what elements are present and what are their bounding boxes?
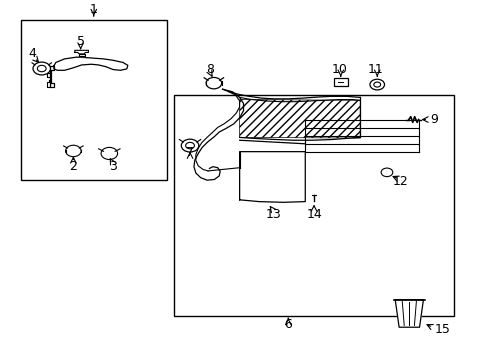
Circle shape — [33, 62, 50, 75]
Bar — [174, 95, 453, 316]
Circle shape — [369, 79, 384, 90]
Text: 3: 3 — [109, 160, 117, 173]
Bar — [333, 78, 347, 86]
Circle shape — [380, 168, 392, 177]
Text: 9: 9 — [429, 113, 437, 126]
Polygon shape — [47, 73, 50, 77]
Polygon shape — [79, 54, 84, 56]
Text: 5: 5 — [77, 35, 84, 48]
Text: 10: 10 — [331, 63, 346, 76]
Circle shape — [65, 145, 81, 157]
Text: 6: 6 — [284, 318, 292, 331]
Polygon shape — [394, 300, 423, 327]
Circle shape — [101, 147, 117, 159]
Text: 13: 13 — [265, 208, 281, 221]
Bar — [21, 20, 166, 180]
Polygon shape — [54, 57, 127, 70]
Text: 4: 4 — [28, 47, 36, 60]
Text: 15: 15 — [434, 323, 450, 336]
Text: 14: 14 — [306, 208, 322, 221]
Text: 12: 12 — [391, 175, 407, 189]
Polygon shape — [239, 152, 305, 202]
Text: 11: 11 — [367, 63, 383, 76]
Circle shape — [373, 82, 380, 87]
Circle shape — [185, 142, 194, 149]
Polygon shape — [50, 66, 54, 87]
Text: 2: 2 — [69, 160, 77, 173]
Polygon shape — [47, 80, 50, 87]
Polygon shape — [75, 50, 88, 54]
Text: 8: 8 — [206, 63, 214, 76]
Circle shape — [37, 65, 46, 72]
Text: 1: 1 — [90, 3, 98, 16]
Circle shape — [181, 139, 199, 152]
Circle shape — [205, 77, 221, 89]
Text: 7: 7 — [185, 146, 194, 159]
